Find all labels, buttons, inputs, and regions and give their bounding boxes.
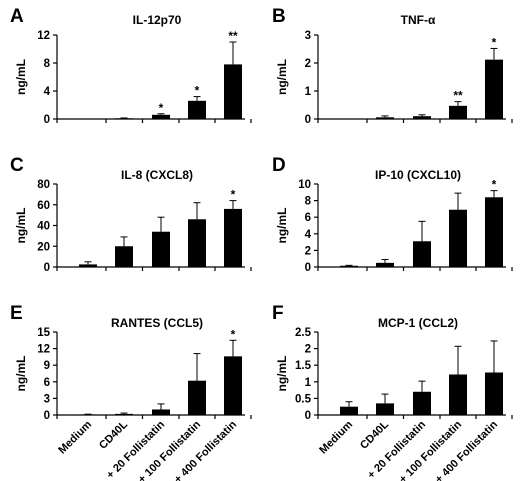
y-tick-label: 8 xyxy=(305,196,312,208)
y-tick-label: 4 xyxy=(305,229,312,241)
panel-letter: F xyxy=(272,303,284,324)
y-tick-label: 1 xyxy=(305,86,312,98)
panel-letter: E xyxy=(10,303,23,324)
bar-5 xyxy=(224,208,242,267)
y-tick-label: 60 xyxy=(37,200,50,212)
y-tick-label: 0 xyxy=(305,410,311,422)
bar-1 xyxy=(340,265,358,267)
significance-mark: * xyxy=(492,35,497,49)
y-tick-label: 1 xyxy=(305,377,312,389)
bar-4 xyxy=(188,100,206,119)
panel-title: IL-8 (CXCL8) xyxy=(121,168,193,182)
y-tick-label: 1.5 xyxy=(295,360,312,372)
y-tick-label: 4 xyxy=(44,86,51,98)
y-axis-label: ng/mL xyxy=(14,208,28,244)
category-label: + 400 Follistatin xyxy=(433,418,500,481)
panel-title: IL-12p70 xyxy=(133,13,182,27)
category-label: Medium xyxy=(56,418,94,456)
y-tick-label: 0.5 xyxy=(295,393,312,405)
bar-4 xyxy=(449,374,467,415)
bar-1 xyxy=(340,406,358,415)
significance-mark: * xyxy=(231,327,236,341)
y-tick-label: 12 xyxy=(37,30,50,42)
y-tick-label: 20 xyxy=(37,241,50,253)
bar-3 xyxy=(152,409,170,415)
y-axis-label: ng/mL xyxy=(14,356,28,392)
panel-letter: A xyxy=(10,6,24,27)
y-axis-label: ng/mL xyxy=(275,208,289,244)
y-tick-label: 6 xyxy=(44,377,50,389)
bar-2 xyxy=(115,118,133,119)
y-tick-label: 0 xyxy=(44,262,50,274)
y-tick-label: 40 xyxy=(37,221,50,233)
y-tick-label: 2 xyxy=(305,344,311,356)
bar-3 xyxy=(413,391,431,415)
y-tick-label: 0 xyxy=(305,114,311,126)
y-axis-label: ng/mL xyxy=(14,59,28,95)
bar-5 xyxy=(485,59,503,119)
bar-5 xyxy=(485,197,503,267)
y-tick-label: 12 xyxy=(37,344,50,356)
significance-mark: * xyxy=(231,188,236,202)
y-tick-label: 0 xyxy=(44,114,50,126)
bar-5 xyxy=(485,372,503,415)
bar-1 xyxy=(79,264,97,267)
significance-mark: * xyxy=(159,101,164,115)
category-label: CD40L xyxy=(358,418,391,451)
y-tick-label: 6 xyxy=(305,212,311,224)
y-tick-label: 9 xyxy=(44,360,50,372)
category-label: CD40L xyxy=(97,418,130,451)
panel-title: TNF-α xyxy=(401,13,436,27)
category-label: Medium xyxy=(317,418,355,456)
bar-2 xyxy=(115,413,133,415)
bar-3 xyxy=(152,114,170,119)
y-tick-label: 10 xyxy=(298,179,311,191)
bar-4 xyxy=(449,105,467,119)
y-tick-label: 8 xyxy=(44,58,51,70)
significance-mark: ** xyxy=(228,29,238,43)
panel-c: C IL-8 (CXCL8) ng/mL 0 20 40 60 80 * xyxy=(10,155,252,274)
bar-1 xyxy=(79,414,97,415)
significance-mark: * xyxy=(492,178,497,192)
bar-2 xyxy=(376,403,394,415)
bar-5 xyxy=(224,64,242,119)
bar-3 xyxy=(152,231,170,267)
y-axis-label: ng/mL xyxy=(275,356,289,392)
y-tick-label: 15 xyxy=(37,327,50,339)
bar-2 xyxy=(376,117,394,119)
y-tick-label: 0 xyxy=(305,262,311,274)
bar-2 xyxy=(376,262,394,267)
panel-title: MCP-1 (CCL2) xyxy=(378,316,458,330)
significance-mark: * xyxy=(195,84,200,98)
category-label: + 400 Follistatin xyxy=(172,418,239,481)
y-tick-label: 3 xyxy=(44,393,50,405)
y-tick-label: 3 xyxy=(305,30,311,42)
significance-mark: ** xyxy=(453,89,463,103)
y-tick-label: 2 xyxy=(305,245,311,257)
panel-letter: C xyxy=(10,155,24,176)
panel-f: F MCP-1 (CCL2) ng/mL 0 0.5 1 1.5 2 2.5 Medium CD40… xyxy=(272,303,513,481)
bar-3 xyxy=(413,116,431,119)
panel-letter: D xyxy=(272,155,286,176)
bar-3 xyxy=(413,241,431,267)
panel-title: IP-10 (CXCL10) xyxy=(375,168,461,182)
panel-title: RANTES (CCL5) xyxy=(111,316,203,330)
panel-letter: B xyxy=(272,6,286,27)
y-tick-label: 2.5 xyxy=(295,327,312,339)
bar-5 xyxy=(224,356,242,415)
bar-4 xyxy=(449,209,467,267)
bar-4 xyxy=(188,219,206,267)
y-tick-label: 0 xyxy=(44,410,50,422)
panel-d: D IP-10 (CXCL10) ng/mL 0 2 4 6 8 10 * xyxy=(272,155,513,274)
y-tick-label: 80 xyxy=(37,179,50,191)
bar-4 xyxy=(188,380,206,415)
y-tick-label: 2 xyxy=(305,58,311,70)
bar-2 xyxy=(115,246,133,267)
y-axis-label: ng/mL xyxy=(275,59,289,95)
panel-e: E RANTES (CCL5) ng/mL 0 3 6 9 12 15 * Medium CD40L +… xyxy=(10,303,252,481)
